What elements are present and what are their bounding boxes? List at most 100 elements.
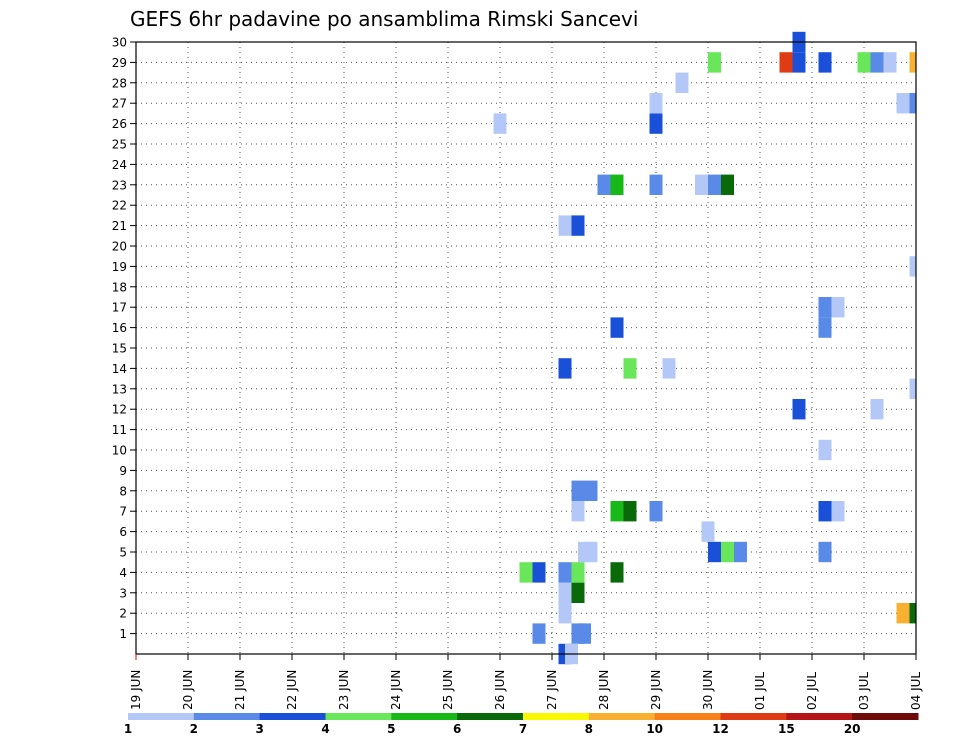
precip-cell bbox=[623, 358, 637, 379]
precip-cell bbox=[708, 174, 721, 195]
precip-cells bbox=[493, 31, 916, 665]
precip-cell bbox=[649, 113, 663, 134]
precip-cell bbox=[610, 174, 624, 195]
y-tick-label: 24 bbox=[112, 158, 127, 172]
colorbar-swatch bbox=[128, 713, 195, 720]
precip-cell bbox=[792, 52, 806, 73]
y-axis-ticks: 1234567891011121314151617181920212223242… bbox=[112, 36, 136, 641]
x-tick-label: 24 JUN bbox=[389, 670, 403, 710]
colorbar-label: 10 bbox=[646, 722, 663, 736]
y-tick-label: 3 bbox=[119, 586, 127, 600]
precip-cell bbox=[571, 562, 585, 583]
y-tick-label: 11 bbox=[112, 423, 127, 437]
y-tick-label: 5 bbox=[119, 546, 127, 560]
precip-cell bbox=[909, 256, 916, 277]
colorbar-label: 1 bbox=[124, 722, 132, 736]
y-tick-label: 9 bbox=[119, 464, 127, 478]
precip-cell bbox=[818, 501, 832, 522]
y-tick-label: 2 bbox=[119, 607, 127, 621]
precip-cell bbox=[818, 52, 832, 73]
precip-cell bbox=[532, 562, 546, 583]
precip-cell bbox=[571, 501, 585, 522]
precip-cell bbox=[909, 93, 916, 114]
precip-cell bbox=[662, 358, 676, 379]
colorbar-label: 15 bbox=[778, 722, 795, 736]
x-tick-label: 19 JUN bbox=[129, 670, 143, 710]
x-tick-label: 28 JUN bbox=[597, 670, 611, 710]
precip-cell bbox=[734, 541, 747, 563]
x-tick-label: 25 JUN bbox=[441, 670, 455, 710]
precip-cell bbox=[721, 541, 734, 563]
precip-cell bbox=[708, 541, 721, 563]
precip-cell bbox=[883, 52, 897, 73]
precip-cell bbox=[571, 215, 585, 236]
precip-cell bbox=[721, 174, 734, 195]
precip-cell bbox=[870, 399, 884, 420]
precip-cell bbox=[896, 93, 910, 114]
precip-cell bbox=[558, 562, 572, 583]
colorbar: 1 2 3 4 5 6 7 8 10 12 15 20 bbox=[124, 713, 919, 736]
precip-cell bbox=[610, 317, 624, 338]
colorbar-swatch bbox=[193, 713, 261, 720]
colorbar-swatch bbox=[852, 713, 919, 720]
y-tick-label: 27 bbox=[112, 97, 127, 111]
x-axis-ticks: 19 JUN 20 JUN 21 JUN 22 JUN 23 JUN 24 JUN 25 J… bbox=[129, 654, 923, 710]
x-tick-label: 22 JUN bbox=[285, 670, 299, 710]
y-tick-label: 4 bbox=[119, 566, 127, 580]
precip-cell bbox=[623, 501, 637, 522]
colorbar-label: 5 bbox=[387, 722, 395, 736]
y-tick-label: 12 bbox=[112, 403, 127, 417]
colorbar-swatch bbox=[259, 713, 326, 720]
x-tick-label: 03 JUL bbox=[857, 672, 871, 710]
y-tick-label: 16 bbox=[112, 321, 127, 335]
precip-cell bbox=[558, 603, 572, 624]
precip-cell bbox=[909, 378, 916, 399]
x-tick-label: 02 JUL bbox=[805, 672, 819, 710]
precip-cell bbox=[493, 113, 507, 134]
precip-cell bbox=[818, 541, 832, 563]
colorbar-label: 7 bbox=[519, 722, 527, 736]
x-tick-label: 23 JUN bbox=[337, 670, 351, 710]
precip-cell bbox=[558, 215, 572, 236]
precip-cell bbox=[571, 480, 585, 501]
precip-cell bbox=[708, 52, 721, 73]
y-tick-label: 7 bbox=[119, 505, 127, 519]
precip-cell bbox=[896, 603, 910, 624]
precip-cell bbox=[558, 358, 572, 379]
colorbar-swatch bbox=[654, 713, 721, 720]
precip-cell bbox=[831, 501, 845, 522]
precip-cell bbox=[578, 623, 591, 644]
precip-cell bbox=[675, 72, 689, 93]
precip-cell bbox=[909, 52, 916, 73]
y-tick-label: 29 bbox=[112, 56, 127, 70]
colorbar-swatch bbox=[457, 713, 524, 720]
x-tick-label: 20 JUN bbox=[181, 670, 195, 710]
y-tick-label: 8 bbox=[119, 484, 127, 498]
colorbar-label: 8 bbox=[585, 722, 593, 736]
precip-cell bbox=[649, 174, 663, 195]
x-tick-label: 21 JUN bbox=[233, 670, 247, 710]
precip-cell bbox=[610, 562, 624, 583]
precip-cell bbox=[857, 52, 871, 73]
x-tick-label: 29 JUN bbox=[649, 670, 663, 710]
precip-cell bbox=[584, 541, 598, 563]
precip-cell bbox=[779, 52, 793, 73]
colorbar-label: 12 bbox=[712, 722, 729, 736]
y-tick-label: 19 bbox=[112, 260, 127, 274]
y-tick-label: 10 bbox=[112, 444, 127, 458]
y-tick-label: 14 bbox=[112, 362, 127, 376]
colorbar-swatch bbox=[391, 713, 458, 720]
precip-cell bbox=[818, 317, 832, 338]
x-tick-label: 04 JUL bbox=[909, 672, 923, 710]
y-tick-label: 22 bbox=[112, 199, 127, 213]
precip-cell bbox=[649, 93, 663, 114]
precip-cell bbox=[870, 52, 884, 73]
precip-cell bbox=[909, 603, 916, 624]
precip-cell bbox=[831, 297, 845, 318]
precip-cell bbox=[701, 521, 715, 542]
colorbar-swatch bbox=[588, 713, 656, 720]
colorbar-label: 2 bbox=[190, 722, 198, 736]
precip-cell bbox=[532, 623, 546, 644]
colorbar-swatch bbox=[523, 713, 590, 720]
